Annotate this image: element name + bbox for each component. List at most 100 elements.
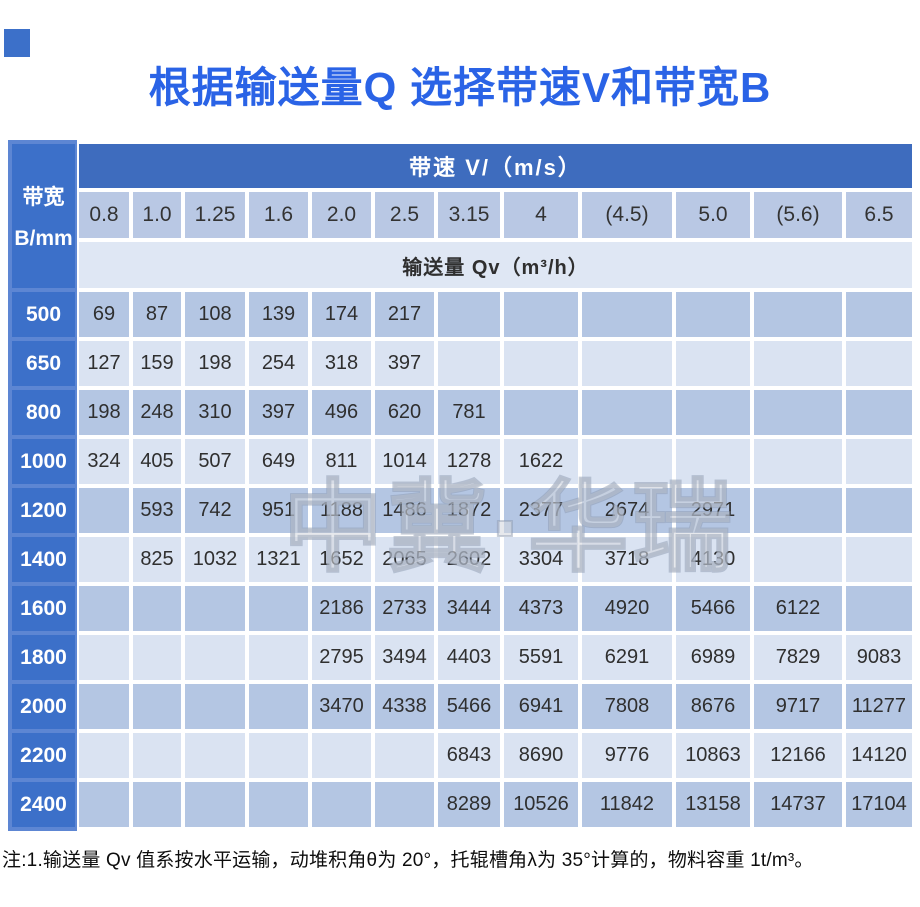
qv-value-cell: [676, 341, 750, 386]
qv-value-cell: 6941: [504, 684, 578, 729]
qv-value-cell: [676, 439, 750, 484]
table-row: 2200 6843 8690 9776 10863 12166 14120: [12, 733, 912, 778]
qv-value-cell: [249, 733, 308, 778]
qv-value-cell: 4130: [676, 537, 750, 582]
qv-value-cell: 2065: [375, 537, 434, 582]
qv-value-cell: 951: [249, 488, 308, 533]
qv-value-cell: 3470: [312, 684, 371, 729]
qv-value-cell: 87: [133, 292, 181, 337]
belt-width-cell: 1800: [12, 635, 75, 680]
qv-value-cell: 17104: [846, 782, 912, 827]
table-row: 1400 825 1032 1321 1652 2065 2602 3304 3718 4130: [12, 537, 912, 582]
qv-value-cell: [249, 586, 308, 631]
qv-value-cell: 217: [375, 292, 434, 337]
qv-value-cell: 69: [79, 292, 129, 337]
belt-width-corner-header: 带宽 B/mm: [12, 144, 75, 288]
speed-header-cell: 2.5: [375, 192, 434, 238]
qv-value-cell: [133, 733, 181, 778]
qv-value-cell: 14120: [846, 733, 912, 778]
qv-value-cell: 2377: [504, 488, 578, 533]
qv-value-cell: 397: [249, 390, 308, 435]
qv-value-cell: [249, 684, 308, 729]
qv-value-cell: 6122: [754, 586, 842, 631]
qv-value-cell: 6291: [582, 635, 672, 680]
qv-value-cell: [754, 341, 842, 386]
table-row: 1200 593 742 951 1188 1486 1872 2377 2674 2971: [12, 488, 912, 533]
qv-value-cell: 12166: [754, 733, 842, 778]
belt-speed-header: 带速 V/（m/s）: [79, 144, 912, 188]
qv-value-cell: 1032: [185, 537, 245, 582]
qv-value-cell: 8676: [676, 684, 750, 729]
qv-value-cell: [846, 341, 912, 386]
qv-value-cell: 742: [185, 488, 245, 533]
qv-value-cell: 8289: [438, 782, 500, 827]
speed-header-cell: 1.25: [185, 192, 245, 238]
qv-value-cell: [79, 733, 129, 778]
qv-value-cell: [79, 684, 129, 729]
qv-value-cell: [133, 586, 181, 631]
qv-value-cell: 6989: [676, 635, 750, 680]
qv-value-cell: 811: [312, 439, 371, 484]
qv-value-cell: 9717: [754, 684, 842, 729]
belt-width-cell: 2200: [12, 733, 75, 778]
qv-value-cell: [846, 390, 912, 435]
qv-value-cell: 11842: [582, 782, 672, 827]
qv-value-cell: 3718: [582, 537, 672, 582]
qv-value-cell: 2674: [582, 488, 672, 533]
table-row: 2400 8289 10526 11842 13158 14737 17104: [12, 782, 912, 827]
qv-value-cell: 5591: [504, 635, 578, 680]
qv-value-cell: 8690: [504, 733, 578, 778]
qv-value-cell: 1278: [438, 439, 500, 484]
qv-value-cell: 11277: [846, 684, 912, 729]
qv-value-cell: 4373: [504, 586, 578, 631]
qv-value-cell: 1652: [312, 537, 371, 582]
qv-value-cell: [79, 488, 129, 533]
qv-value-cell: [79, 635, 129, 680]
decor-blue-square: [4, 29, 30, 57]
speed-header-cell: 1.0: [133, 192, 181, 238]
qv-value-cell: [79, 782, 129, 827]
qv-value-cell: [438, 341, 500, 386]
qv-value-cell: 10526: [504, 782, 578, 827]
qv-value-cell: [504, 390, 578, 435]
qv-value-cell: [754, 488, 842, 533]
page-title: 根据输送量Q 选择带速V和带宽B: [148, 64, 772, 111]
qv-value-cell: [312, 782, 371, 827]
qv-value-cell: [79, 537, 129, 582]
belt-width-label: 带宽: [22, 186, 65, 209]
qv-value-cell: 496: [312, 390, 371, 435]
belt-width-cell: 1600: [12, 586, 75, 631]
qv-value-cell: 9776: [582, 733, 672, 778]
qv-value-cell: 1321: [249, 537, 308, 582]
qv-value-cell: 324: [79, 439, 129, 484]
qv-value-cell: 781: [438, 390, 500, 435]
qv-value-cell: 4338: [375, 684, 434, 729]
qv-value-cell: [846, 488, 912, 533]
speed-band-row: 带宽 B/mm 带速 V/（m/s）: [12, 144, 912, 288]
qv-value-cell: 139: [249, 292, 308, 337]
qv-value-cell: 318: [312, 341, 371, 386]
qv-value-cell: 2602: [438, 537, 500, 582]
belt-width-cell: 800: [12, 390, 75, 435]
qv-value-cell: 7808: [582, 684, 672, 729]
qv-value-cell: 620: [375, 390, 434, 435]
qv-value-cell: [846, 537, 912, 582]
belt-width-cell: 1400: [12, 537, 75, 582]
table-row: 2000 3470 4338 5466 6941 7808 8676 9717 11277: [12, 684, 912, 729]
qv-value-cell: 3304: [504, 537, 578, 582]
qv-value-cell: 14737: [754, 782, 842, 827]
qv-value-cell: 13158: [676, 782, 750, 827]
qv-value-cell: [504, 341, 578, 386]
belt-width-cell: 2000: [12, 684, 75, 729]
qv-value-cell: 254: [249, 341, 308, 386]
qv-value-cell: 310: [185, 390, 245, 435]
qv-value-cell: [312, 733, 371, 778]
qv-value-cell: 649: [249, 439, 308, 484]
qv-value-cell: 6843: [438, 733, 500, 778]
qv-value-cell: [133, 684, 181, 729]
belt-width-cell: 500: [12, 292, 75, 337]
qv-value-cell: 7829: [754, 635, 842, 680]
qv-value-cell: [754, 439, 842, 484]
speed-header-cell: 2.0: [312, 192, 371, 238]
